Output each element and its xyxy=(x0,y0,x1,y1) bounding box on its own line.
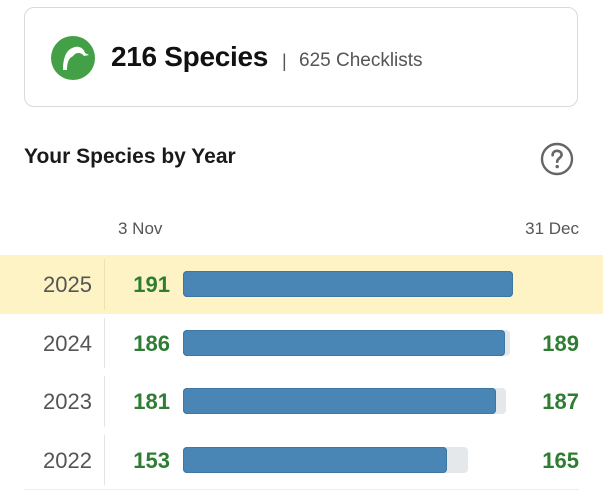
year-rows: 2025 191 2024 186 189 2023 181 187 2022 … xyxy=(0,255,603,489)
summary-card[interactable]: 216 Species | 625 Checklists xyxy=(24,7,578,107)
count-to-date: 191 xyxy=(133,272,170,297)
year-label: 2025 xyxy=(43,272,92,297)
year-row-2025[interactable]: 2025 191 xyxy=(0,255,603,314)
year-total: 189 xyxy=(542,330,579,356)
count-to-date: 181 xyxy=(133,389,170,414)
row-divider xyxy=(104,376,105,427)
year-label: 2023 xyxy=(43,389,92,414)
bar-track xyxy=(183,329,510,356)
bar-fill xyxy=(183,329,505,356)
count-to-date: 153 xyxy=(133,447,170,473)
year-row-2024[interactable]: 2024 186 189 xyxy=(0,314,603,373)
row-divider xyxy=(104,434,105,485)
ebird-logo-icon xyxy=(51,36,95,80)
bottom-divider xyxy=(24,489,579,490)
bar-track xyxy=(183,271,513,297)
bar-fill xyxy=(183,388,496,414)
checklist-count: 625 Checklists xyxy=(299,50,423,71)
separator: | xyxy=(282,51,287,71)
year-label: 2022 xyxy=(43,447,92,473)
row-divider xyxy=(104,259,105,310)
bar-track xyxy=(183,388,506,414)
bar-fill xyxy=(183,446,447,473)
date-range-end: 31 Dec xyxy=(525,219,579,238)
bar-track xyxy=(183,446,468,473)
year-total: 165 xyxy=(542,447,579,473)
row-divider xyxy=(104,317,105,368)
species-count: 216 Species xyxy=(111,41,269,72)
bar-fill xyxy=(183,271,513,297)
year-total: 187 xyxy=(542,389,579,414)
year-row-2022[interactable]: 2022 153 165 xyxy=(0,431,603,490)
count-to-date: 186 xyxy=(133,330,170,356)
year-row-2023[interactable]: 2023 181 187 xyxy=(0,372,603,431)
section-title: Your Species by Year xyxy=(24,145,236,168)
year-label: 2024 xyxy=(43,330,92,356)
question-circle-icon[interactable] xyxy=(540,142,574,176)
date-range-start: 3 Nov xyxy=(118,219,163,238)
